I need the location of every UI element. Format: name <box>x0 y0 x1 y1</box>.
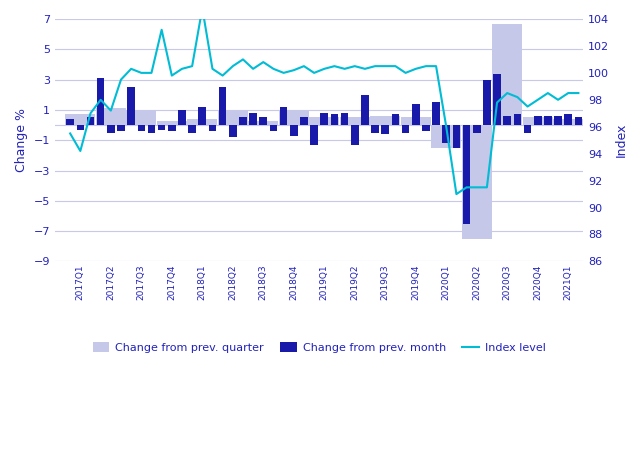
Index level <box>442 124 450 129</box>
Bar <box>544 116 552 125</box>
Bar <box>371 125 379 133</box>
Bar <box>412 104 420 125</box>
Bar <box>432 102 440 125</box>
Bar <box>178 110 186 125</box>
Bar <box>239 118 247 125</box>
Bar <box>320 113 328 125</box>
Index level <box>574 90 582 96</box>
Bar <box>290 125 298 136</box>
Bar <box>66 119 74 125</box>
Index level <box>239 57 247 62</box>
Bar <box>229 125 237 137</box>
Bar <box>392 114 399 125</box>
Bar <box>493 74 501 125</box>
Bar <box>249 113 257 125</box>
Index level <box>412 66 420 72</box>
Bar <box>158 125 165 129</box>
Bar <box>422 125 430 131</box>
Bar <box>280 107 287 125</box>
Bar <box>148 125 156 133</box>
Index level <box>229 64 237 69</box>
Line: Index level: Index level <box>70 8 578 194</box>
Bar <box>269 125 277 131</box>
Index level <box>199 5 206 11</box>
Bar <box>554 116 562 125</box>
Bar <box>462 125 492 239</box>
Bar <box>361 95 368 125</box>
Bar <box>117 125 125 131</box>
Bar <box>168 125 176 131</box>
Bar <box>107 125 114 133</box>
Bar <box>187 119 217 125</box>
Bar <box>340 118 370 125</box>
Bar <box>248 120 278 125</box>
Index level <box>66 131 74 136</box>
Bar <box>534 116 541 125</box>
Index level <box>565 90 572 96</box>
Bar <box>260 118 267 125</box>
Bar <box>218 111 248 125</box>
Bar <box>575 118 582 125</box>
Y-axis label: Index: Index <box>615 123 628 158</box>
Bar <box>370 116 400 125</box>
Bar <box>514 114 521 125</box>
Bar <box>503 116 511 125</box>
Bar <box>188 125 196 133</box>
Bar <box>402 125 410 133</box>
Bar <box>219 87 226 125</box>
Bar <box>473 125 480 133</box>
Index level <box>453 191 460 197</box>
Bar <box>311 125 318 145</box>
Bar <box>483 79 491 125</box>
Bar <box>565 114 572 125</box>
Bar <box>453 125 460 148</box>
Bar <box>553 119 583 125</box>
Legend: Change from prev. quarter, Change from prev. month, Index level: Change from prev. quarter, Change from p… <box>88 338 550 358</box>
Bar <box>127 87 135 125</box>
Bar <box>524 125 531 133</box>
Bar <box>279 110 309 125</box>
Y-axis label: Change %: Change % <box>15 108 28 172</box>
Bar <box>157 120 186 125</box>
Bar <box>66 114 95 125</box>
Bar <box>331 114 338 125</box>
Bar <box>381 125 389 134</box>
Bar <box>442 125 450 143</box>
Index level <box>178 66 186 72</box>
Bar <box>208 125 216 131</box>
Bar <box>199 107 206 125</box>
Bar <box>127 110 156 125</box>
Bar <box>341 113 349 125</box>
Bar <box>401 118 431 125</box>
Bar <box>309 118 340 125</box>
Bar <box>351 125 359 145</box>
Bar <box>77 125 84 129</box>
Bar <box>463 125 471 223</box>
Bar <box>87 118 95 125</box>
Bar <box>97 78 104 125</box>
Bar <box>523 118 553 125</box>
Bar <box>300 118 308 125</box>
Bar <box>493 24 522 125</box>
Bar <box>138 125 145 131</box>
Bar <box>431 125 461 148</box>
Bar <box>96 109 126 125</box>
